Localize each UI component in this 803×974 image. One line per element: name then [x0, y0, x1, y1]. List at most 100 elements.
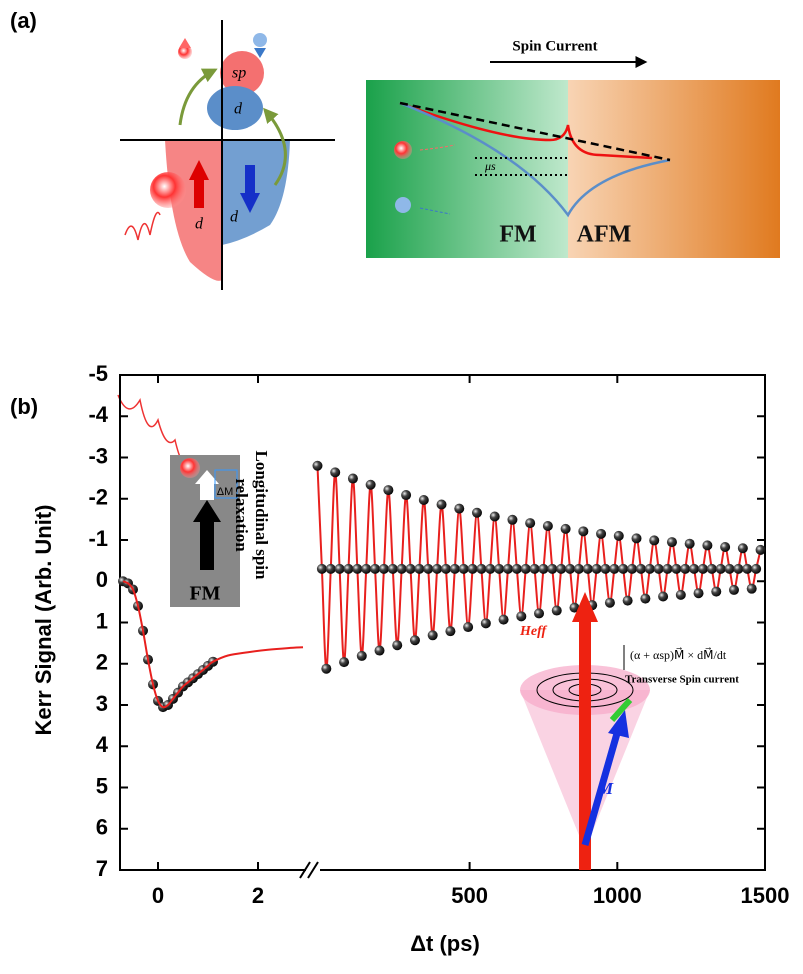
data-point — [427, 630, 438, 641]
data-point — [640, 593, 651, 604]
data-point — [414, 563, 425, 574]
data-point — [706, 563, 717, 574]
data-point — [334, 563, 345, 574]
data-point — [622, 595, 633, 606]
x-tick-label: 2 — [252, 883, 264, 908]
data-point — [485, 563, 496, 574]
data-point — [516, 611, 527, 622]
data-point — [463, 622, 474, 633]
heff-label: Heff — [519, 624, 548, 639]
data-point — [711, 586, 722, 597]
data-point — [392, 640, 403, 651]
data-point — [409, 635, 420, 646]
fit-line — [122, 580, 304, 709]
data-point — [627, 563, 638, 574]
y-tick-label: -4 — [88, 402, 108, 427]
data-point — [423, 563, 434, 574]
data-point — [370, 563, 381, 574]
data-point — [489, 511, 500, 522]
delta-m-label: ΔM — [217, 486, 234, 498]
data-point — [755, 544, 766, 555]
data-point — [604, 597, 615, 608]
data-point — [693, 588, 704, 599]
axis-break — [299, 861, 319, 879]
data-point — [591, 563, 602, 574]
y-tick-label: 7 — [96, 856, 108, 881]
data-point — [689, 563, 700, 574]
y-tick-label: -1 — [88, 526, 108, 551]
data-point — [649, 535, 660, 546]
data-point — [507, 514, 518, 525]
orbital-label: d — [195, 216, 204, 233]
data-point — [316, 563, 327, 574]
plot: -5 -4 -3 -2 -1 0 1 2 3 4 5 6 7 0 2 Kerr Signal (Arb. Un… — [31, 361, 790, 956]
data-point — [751, 563, 762, 574]
data-point — [582, 563, 593, 574]
data-point — [666, 537, 677, 548]
x-tick-label: 1500 — [741, 883, 790, 908]
y-tick-label: 4 — [96, 732, 109, 757]
data-point — [365, 479, 376, 490]
data-point — [471, 507, 482, 518]
data-point — [653, 563, 664, 574]
x-axis-label: Δt (ps) — [410, 931, 480, 956]
y-tick-label: -5 — [88, 361, 108, 386]
inset-label: relaxation — [232, 478, 251, 552]
data-point — [746, 583, 757, 594]
data-point — [374, 645, 385, 656]
data-point — [733, 563, 744, 574]
y-tick-label: 2 — [96, 650, 108, 675]
data-point — [312, 460, 323, 471]
orbital-label: sp — [232, 65, 246, 82]
data-point — [560, 523, 571, 534]
data-point — [697, 563, 708, 574]
inset — [117, 394, 240, 607]
data-point — [724, 563, 735, 574]
data-point — [440, 563, 451, 574]
data-point — [339, 657, 350, 668]
data-point — [476, 563, 487, 574]
data-point — [618, 563, 629, 574]
data-point — [556, 563, 567, 574]
data-point — [361, 563, 372, 574]
inset-fm-label: FM — [189, 583, 220, 605]
data-point — [458, 563, 469, 574]
x-tick-label: 500 — [451, 883, 488, 908]
data-point — [542, 520, 553, 531]
data-point — [356, 650, 367, 661]
data-point — [635, 563, 646, 574]
plot-frame — [119, 374, 766, 871]
data-point — [675, 589, 686, 600]
y-tick-label: 0 — [96, 567, 108, 592]
data-point — [449, 563, 460, 574]
data-point — [511, 563, 522, 574]
data-point — [343, 563, 354, 574]
data-point — [445, 626, 456, 637]
data-point — [321, 663, 332, 674]
y-axis-label: Kerr Signal (Arb. Unit) — [31, 504, 56, 735]
data-point — [405, 563, 416, 574]
data-point — [728, 584, 739, 595]
orbital-label: d — [234, 101, 243, 118]
x-tick-label: 0 — [152, 883, 164, 908]
data-point — [520, 563, 531, 574]
spin-diagram — [366, 56, 780, 258]
data-point — [494, 563, 505, 574]
orbital-label: d — [230, 209, 239, 226]
y-tick-label: -2 — [88, 485, 108, 510]
data-point — [330, 467, 341, 478]
data-point — [538, 563, 549, 574]
data-point — [529, 563, 540, 574]
data-point — [383, 485, 394, 496]
y-tick-label: -3 — [88, 443, 108, 468]
y-tick-label: 5 — [96, 773, 108, 798]
spin-current-label: Spin Current — [512, 38, 597, 54]
data-point — [534, 608, 545, 619]
data-point — [467, 563, 478, 574]
data-point — [680, 563, 691, 574]
data-point — [715, 563, 726, 574]
data-point — [565, 563, 576, 574]
data-point — [378, 563, 389, 574]
